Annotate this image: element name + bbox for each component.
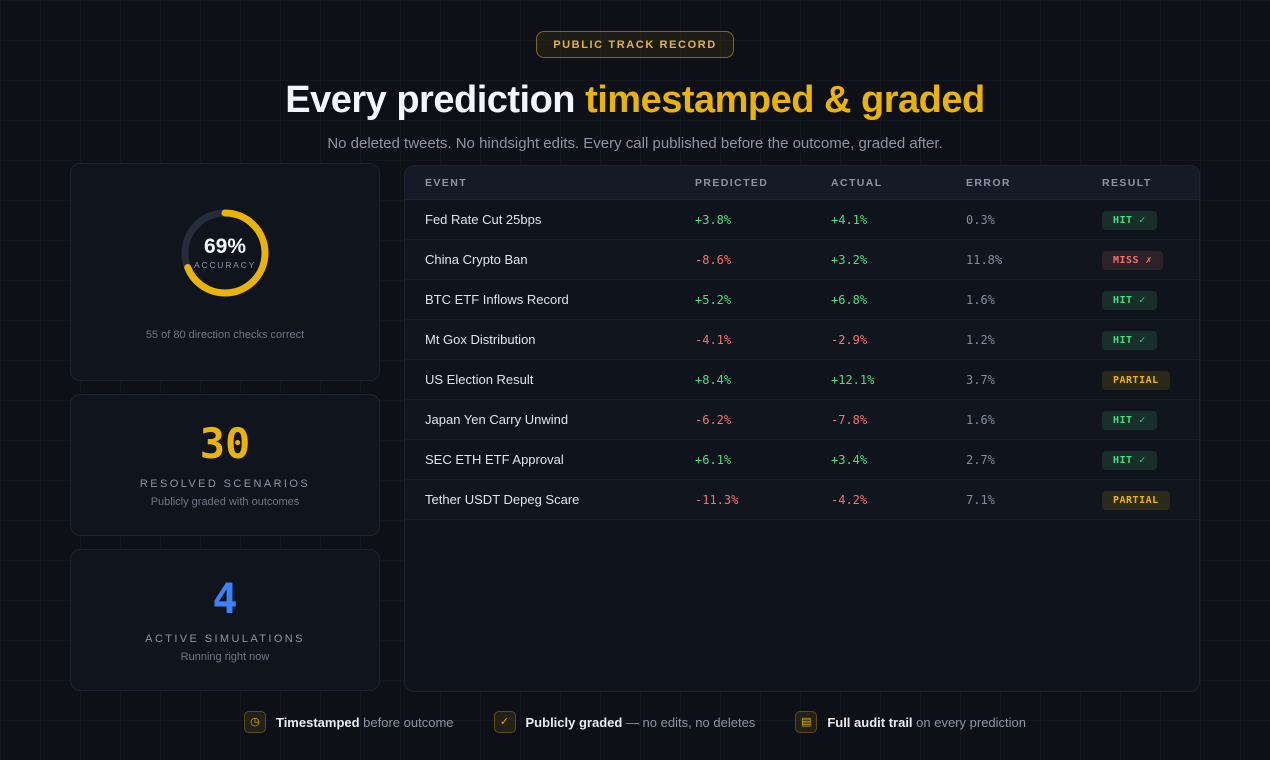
table-row: Japan Yen Carry Unwind -6.2% -7.8% 1.6% HIT … <box>405 400 1199 440</box>
footer-item-publicly-graded: ✓ Publicly graded — no edits, no deletes <box>493 711 756 733</box>
event-cell: Tether USDT Depeg Scare <box>425 492 580 507</box>
footer-item-timestamped: ◷ Timestamped before outcome <box>243 711 454 733</box>
predictions-table: EVENT PREDICTED ACTUAL ERROR RESULT Fed Rate… <box>404 165 1200 692</box>
column-header-event: EVENT <box>425 176 468 189</box>
actual-cell: +4.1% <box>831 212 868 227</box>
page-title-plain: Every prediction <box>285 79 586 121</box>
result-badge: HIT ✓ <box>1102 450 1157 470</box>
column-header-predicted: PREDICTED <box>695 176 769 189</box>
event-cell: China Crypto Ban <box>425 252 528 267</box>
table-row: Mt Gox Distribution -4.1% -2.9% 1.2% HIT ✓ <box>405 320 1199 360</box>
table-body: Fed Rate Cut 25bps +3.8% +4.1% 0.3% HIT ✓ Chi… <box>405 200 1199 520</box>
error-cell: 1.6% <box>966 412 995 427</box>
footer-rest-timestamped: before outcome <box>359 714 454 730</box>
actual-cell: +3.4% <box>831 452 868 467</box>
error-cell: 1.2% <box>966 332 995 347</box>
result-cell: HIT ✓ <box>1102 290 1199 310</box>
result-cell: PARTIAL <box>1102 370 1199 390</box>
table-header-row: EVENT PREDICTED ACTUAL ERROR RESULT <box>405 166 1199 200</box>
table-row: China Crypto Ban -8.6% +3.2% 11.8% MISS ✗ <box>405 240 1199 280</box>
active-caption: Running right now <box>180 650 270 663</box>
event-cell: SEC ETH ETF Approval <box>425 452 564 467</box>
footer-guarantees: ◷ Timestamped before outcome ✓ Publicly … <box>0 711 1270 733</box>
check-icon: ✓ <box>493 711 516 733</box>
actual-cell: -2.9% <box>831 332 868 347</box>
actual-cell: +6.8% <box>831 292 868 307</box>
event-cell: BTC ETF Inflows Record <box>425 292 569 307</box>
predicted-cell: -6.2% <box>695 412 732 427</box>
active-label: ACTIVE SIMULATIONS <box>145 632 305 645</box>
accuracy-label: ACCURACY <box>193 260 257 271</box>
resolved-label: RESOLVED SCENARIOS <box>139 477 311 490</box>
predicted-cell: +3.8% <box>695 212 732 227</box>
result-cell: MISS ✗ <box>1102 250 1199 270</box>
result-badge: HIT ✓ <box>1102 330 1157 350</box>
document-icon: ▤ <box>795 711 818 733</box>
predicted-cell: -11.3% <box>695 492 739 507</box>
result-cell: HIT ✓ <box>1102 330 1199 350</box>
public-track-record-badge: PUBLIC TRACK RECORD <box>536 31 734 58</box>
accuracy-card: 69% ACCURACY 55 of 80 direction checks c… <box>70 163 380 381</box>
event-cell: US Election Result <box>425 372 534 387</box>
result-cell: HIT ✓ <box>1102 450 1199 470</box>
accuracy-caption: 55 of 80 direction checks correct <box>145 329 305 341</box>
page-title-highlight: timestamped & graded <box>585 79 985 121</box>
actual-cell: -4.2% <box>831 492 868 507</box>
footer-item-audit-trail: ▤ Full audit trail on every prediction <box>795 711 1026 733</box>
result-badge: PARTIAL <box>1102 370 1170 390</box>
accuracy-value: 69% <box>203 234 247 258</box>
footer-bold-publicly-graded: Publicly graded <box>525 714 623 730</box>
predicted-cell: +8.4% <box>695 372 732 387</box>
event-cell: Japan Yen Carry Unwind <box>425 412 569 427</box>
result-cell: HIT ✓ <box>1102 410 1199 430</box>
gauge-ring-icon <box>181 209 269 297</box>
resolved-scenarios-card: 30 RESOLVED SCENARIOS Publicly graded wi… <box>70 394 380 536</box>
table-row: BTC ETF Inflows Record +5.2% +6.8% 1.6% HIT … <box>405 280 1199 320</box>
column-header-actual: ACTUAL <box>831 176 883 189</box>
predicted-cell: -4.1% <box>695 332 732 347</box>
result-badge: HIT ✓ <box>1102 290 1157 310</box>
error-cell: 2.7% <box>966 452 995 467</box>
event-cell: Fed Rate Cut 25bps <box>425 212 542 227</box>
active-count: 4 <box>212 573 238 623</box>
footer-rest-publicly-graded: — no edits, no deletes <box>622 714 756 730</box>
actual-cell: -7.8% <box>831 412 868 427</box>
event-cell: Mt Gox Distribution <box>425 332 536 347</box>
error-cell: 3.7% <box>966 372 995 387</box>
footer-bold-audit-trail: Full audit trail <box>827 714 913 730</box>
page-title: Every prediction timestamped & graded <box>0 79 1270 122</box>
error-cell: 11.8% <box>966 252 1003 267</box>
clock-icon: ◷ <box>243 711 266 733</box>
table-row: Fed Rate Cut 25bps +3.8% +4.1% 0.3% HIT ✓ <box>405 200 1199 240</box>
accuracy-gauge: 69% ACCURACY <box>175 203 275 303</box>
table-row: US Election Result +8.4% +12.1% 3.7% PARTIAL <box>405 360 1199 400</box>
result-cell: HIT ✓ <box>1102 210 1199 230</box>
footer-bold-timestamped: Timestamped <box>275 714 360 730</box>
predicted-cell: +5.2% <box>695 292 732 307</box>
column-header-result: RESULT <box>1102 176 1152 189</box>
stats-column: 69% ACCURACY 55 of 80 direction checks c… <box>70 163 380 691</box>
hero-section: PUBLIC TRACK RECORD Every prediction tim… <box>0 31 1270 152</box>
error-cell: 0.3% <box>966 212 995 227</box>
column-header-error: ERROR <box>966 176 1011 189</box>
result-badge: PARTIAL <box>1102 490 1170 510</box>
page-subtitle: No deleted tweets. No hindsight edits. E… <box>327 135 943 152</box>
actual-cell: +12.1% <box>831 372 875 387</box>
predicted-cell: +6.1% <box>695 452 732 467</box>
result-badge: MISS ✗ <box>1102 250 1164 270</box>
result-badge: HIT ✓ <box>1102 210 1157 230</box>
footer-rest-audit-trail: on every prediction <box>912 714 1026 730</box>
active-simulations-card: 4 ACTIVE SIMULATIONS Running right now <box>70 549 380 691</box>
result-cell: PARTIAL <box>1102 490 1199 510</box>
actual-cell: +3.2% <box>831 252 868 267</box>
resolved-count: 30 <box>199 418 251 468</box>
error-cell: 7.1% <box>966 492 995 507</box>
table-row: SEC ETH ETF Approval +6.1% +3.4% 2.7% HIT ✓ <box>405 440 1199 480</box>
result-badge: HIT ✓ <box>1102 410 1157 430</box>
error-cell: 1.6% <box>966 292 995 307</box>
resolved-caption: Publicly graded with outcomes <box>150 495 300 508</box>
table-row: Tether USDT Depeg Scare -11.3% -4.2% 7.1% PA… <box>405 480 1199 520</box>
predicted-cell: -8.6% <box>695 252 732 267</box>
